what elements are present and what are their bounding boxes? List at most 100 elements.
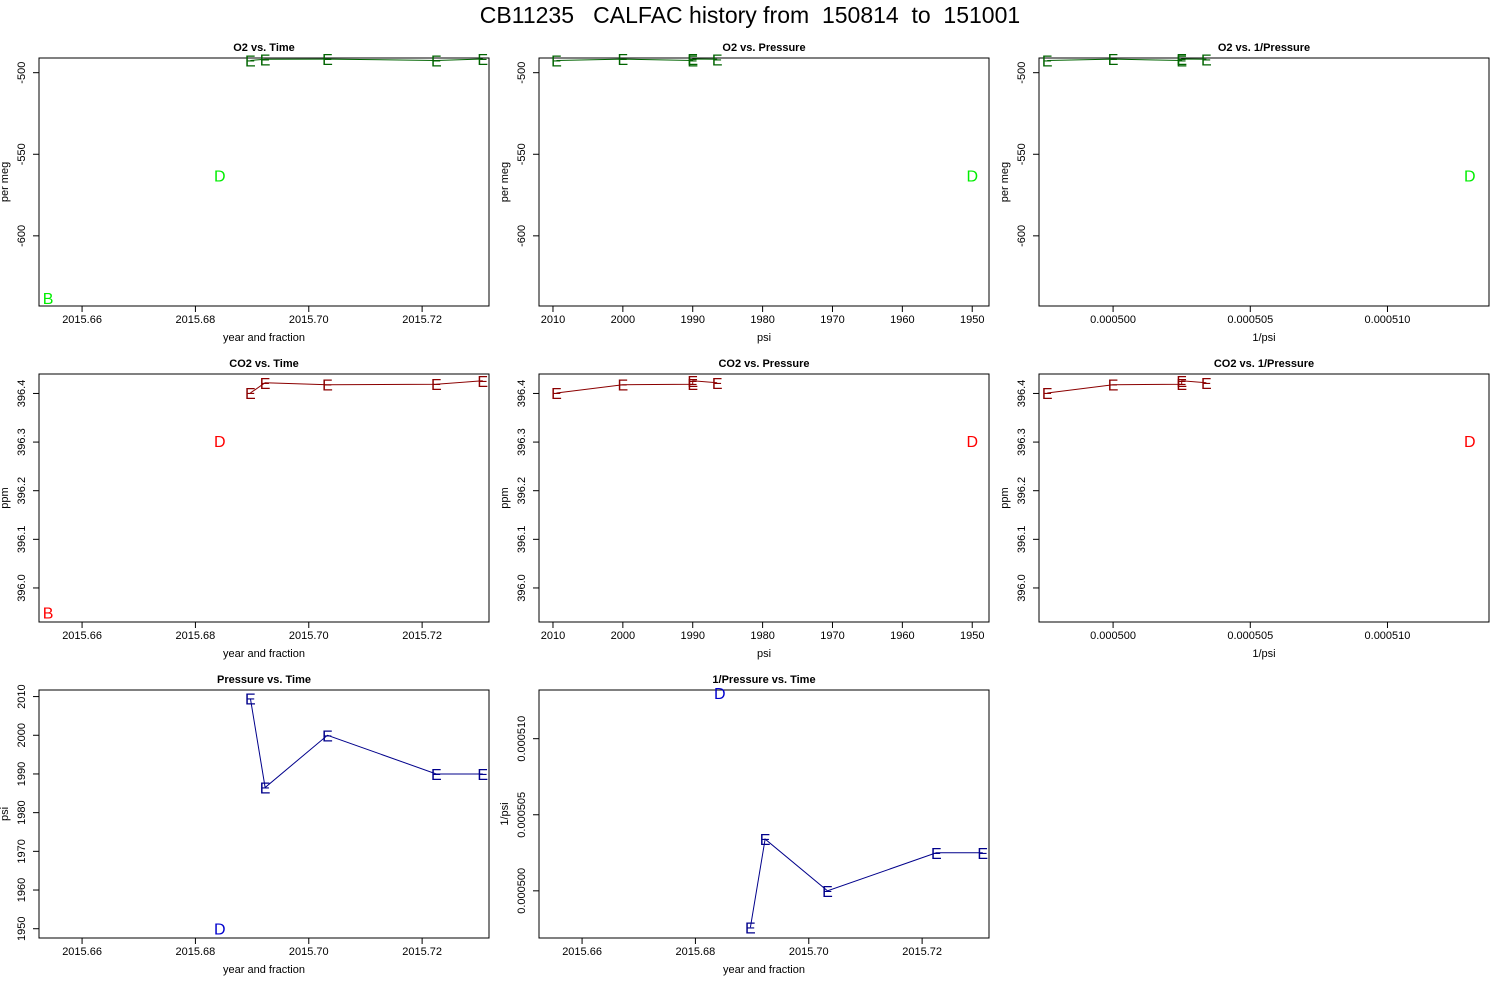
data-point-E: E xyxy=(431,767,442,784)
plot-frame xyxy=(38,57,490,307)
data-point-E: E xyxy=(760,832,771,849)
y-tick-label: 396.2 xyxy=(1016,477,1028,505)
chart-title: CO2 vs. Pressure xyxy=(718,358,809,370)
y-tick-label: 396.3 xyxy=(516,428,528,456)
y-axis-label: ppm xyxy=(499,487,511,508)
x-tick-label: 2015.66 xyxy=(562,946,602,958)
data-point-E: E xyxy=(431,53,442,70)
data-point-E: E xyxy=(260,52,271,69)
series-line-1 xyxy=(1047,380,1207,394)
data-point-E: E xyxy=(431,377,442,394)
y-tick-label: -500 xyxy=(516,62,528,84)
data-point-E: E xyxy=(322,728,333,745)
y-axis-label: ppm xyxy=(999,487,1011,508)
data-point-D: D xyxy=(214,168,226,185)
data-point-E: E xyxy=(1176,377,1187,394)
data-point-D: D xyxy=(1464,434,1476,451)
data-point-E: E xyxy=(712,376,723,393)
x-tick-label: 2015.70 xyxy=(289,314,329,326)
x-tick-label: 2015.66 xyxy=(62,946,102,958)
y-tick-label: 396.2 xyxy=(516,477,528,505)
y-tick-label: 396.1 xyxy=(516,526,528,554)
data-point-E: E xyxy=(977,846,988,863)
data-point-E: E xyxy=(245,53,256,70)
data-point-E: E xyxy=(260,376,271,393)
data-point-E: E xyxy=(712,52,723,69)
series-line-1 xyxy=(1047,58,1207,61)
data-point-E: E xyxy=(1176,374,1187,391)
data-point-E: E xyxy=(322,378,333,395)
chart-panel-8: 1/Pressure vs. Time 2015.66 2015.68 2015.70… xyxy=(499,674,990,976)
y-tick-label: 1960 xyxy=(16,878,28,902)
y-tick-label: -550 xyxy=(1016,143,1028,165)
series-line-1 xyxy=(556,380,718,394)
x-tick-label: 1990 xyxy=(680,314,704,326)
x-tick-label: 2015.70 xyxy=(289,630,329,642)
data-point-E: E xyxy=(1108,52,1119,69)
y-tick-label: 0.000500 xyxy=(516,868,528,914)
data-point-E: E xyxy=(1042,53,1053,70)
y-tick-label: 396.0 xyxy=(1016,574,1028,602)
y-tick-label: 396.4 xyxy=(1016,380,1028,408)
x-tick-label: 1970 xyxy=(820,314,844,326)
chart-panel-3: O2 vs. 1/Pressure 0.000500 0.000505 0.00051… xyxy=(999,42,1490,344)
data-point-E: E xyxy=(687,377,698,394)
y-tick-label: -500 xyxy=(16,62,28,84)
x-axis-label: year and fraction xyxy=(223,332,305,344)
x-tick-label: 1960 xyxy=(890,314,914,326)
y-tick-label: 1950 xyxy=(16,916,28,940)
x-tick-label: 0.000500 xyxy=(1090,314,1136,326)
data-point-E: E xyxy=(618,378,629,395)
chart-title: O2 vs. Pressure xyxy=(722,42,805,54)
chart-title: O2 vs. 1/Pressure xyxy=(1218,42,1310,54)
chart-title: CO2 vs. 1/Pressure xyxy=(1214,358,1314,370)
x-tick-label: 2015.72 xyxy=(402,946,442,958)
data-point-E: E xyxy=(1176,53,1187,70)
y-tick-label: 396.1 xyxy=(16,526,28,554)
plot-frame xyxy=(1038,373,1490,623)
chart-title: CO2 vs. Time xyxy=(229,358,299,370)
x-tick-label: 2015.68 xyxy=(676,946,716,958)
y-axis-label: 1/psi xyxy=(499,802,511,825)
y-tick-label: -550 xyxy=(516,143,528,165)
series-line-1 xyxy=(250,380,483,394)
x-axis-label: 1/psi xyxy=(1252,332,1275,344)
x-tick-label: 2015.70 xyxy=(789,946,829,958)
y-tick-label: 396.1 xyxy=(1016,526,1028,554)
x-tick-label: 2015.70 xyxy=(289,946,329,958)
y-tick-label: 1970 xyxy=(16,839,28,863)
x-tick-label: 0.000505 xyxy=(1227,314,1273,326)
x-axis-label: 1/psi xyxy=(1252,648,1275,660)
data-point-E: E xyxy=(1042,386,1053,403)
x-tick-label: 2015.72 xyxy=(402,630,442,642)
data-point-E: E xyxy=(245,386,256,403)
data-point-E: E xyxy=(551,386,562,403)
x-tick-label: 2010 xyxy=(541,630,565,642)
x-axis-label: psi xyxy=(757,332,771,344)
y-tick-label: 396.4 xyxy=(516,380,528,408)
chart-panel-6: CO2 vs. 1/Pressure 0.000500 0.000505 0.0005… xyxy=(999,358,1490,660)
data-point-D: D xyxy=(1464,168,1476,185)
y-tick-label: -500 xyxy=(1016,62,1028,84)
chart-panel-5: CO2 vs. Pressure 2010 2000 1990 1980 1970 1960… xyxy=(499,358,990,660)
data-point-E: E xyxy=(477,374,488,391)
series-line-1 xyxy=(556,58,718,61)
data-point-E: E xyxy=(477,767,488,784)
chart-title: Pressure vs. Time xyxy=(217,674,311,686)
x-tick-label: 0.000500 xyxy=(1090,630,1136,642)
x-axis-label: year and fraction xyxy=(223,964,305,976)
y-tick-label: 396.3 xyxy=(16,428,28,456)
data-point-E: E xyxy=(1201,376,1212,393)
data-point-D: D xyxy=(966,434,978,451)
y-tick-label: 396.0 xyxy=(516,574,528,602)
data-point-E: E xyxy=(822,884,833,901)
data-point-E: E xyxy=(931,846,942,863)
x-tick-label: 2015.68 xyxy=(176,314,216,326)
data-point-D: D xyxy=(714,686,726,703)
data-point-D: D xyxy=(214,922,226,939)
y-tick-label: -550 xyxy=(16,143,28,165)
x-tick-label: 1950 xyxy=(960,314,984,326)
x-tick-label: 2015.68 xyxy=(176,946,216,958)
data-point-E: E xyxy=(245,692,256,709)
x-tick-label: 2015.68 xyxy=(176,630,216,642)
